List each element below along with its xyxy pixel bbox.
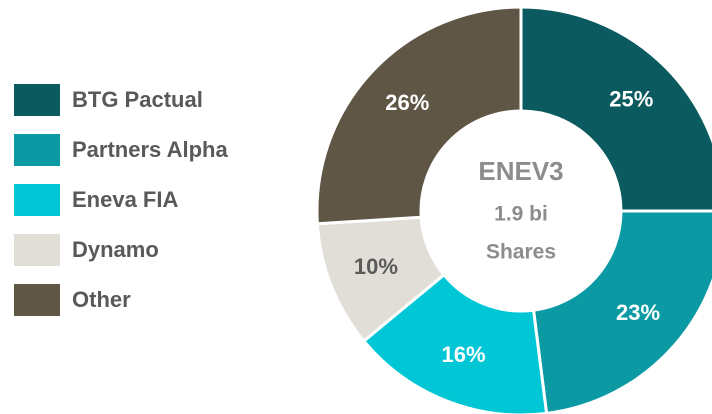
data-label: 25% — [609, 87, 653, 112]
legend-label: Partners Alpha — [72, 137, 228, 162]
legend-swatch — [14, 184, 60, 216]
legend-swatch — [14, 84, 60, 116]
data-label: 16% — [442, 342, 486, 367]
donut-slice — [361, 272, 549, 414]
legend-label: Eneva FIA — [72, 187, 178, 212]
center-label: ENEV3 — [478, 156, 563, 186]
data-label: 26% — [385, 90, 429, 115]
legend-swatch — [14, 134, 60, 166]
center-label: Shares — [486, 241, 556, 264]
donut-slice — [315, 5, 523, 226]
legend-label: BTG Pactual — [72, 87, 203, 112]
legend-swatch — [14, 284, 60, 316]
data-label: 23% — [616, 300, 660, 325]
legend-label: Dynamo — [72, 237, 159, 262]
donut-slice — [519, 5, 712, 213]
center-label: 1.9 bi — [494, 203, 548, 226]
donut-slice — [531, 209, 712, 414]
legend-swatch — [14, 234, 60, 266]
legend-label: Other — [72, 287, 131, 312]
data-label: 10% — [354, 254, 398, 279]
